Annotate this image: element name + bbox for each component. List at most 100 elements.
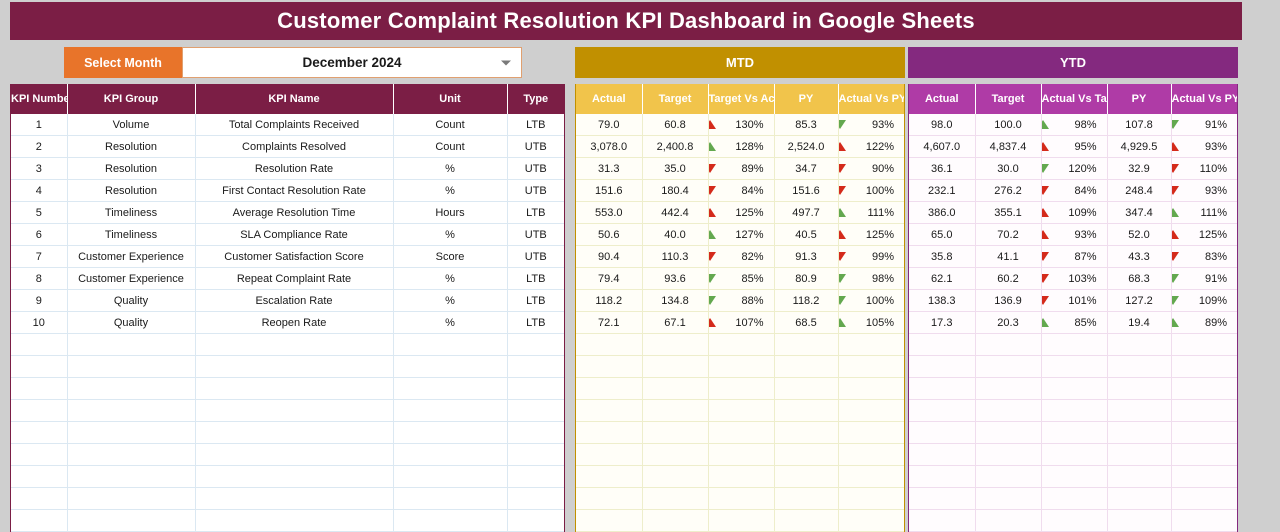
kpi-name-cell[interactable]: First Contact Resolution Rate: [195, 179, 394, 202]
empty-cell[interactable]: [1171, 509, 1237, 532]
table-row[interactable]: 7 Customer Experience Customer Satisfactio…: [11, 245, 564, 268]
empty-table-row[interactable]: [576, 509, 904, 532]
empty-cell[interactable]: [838, 399, 904, 422]
mtd-actual-vs-py-cell[interactable]: 99%: [838, 245, 904, 268]
ytd-py-cell[interactable]: 347.4: [1107, 201, 1172, 224]
kpi-name-cell[interactable]: Escalation Rate: [195, 289, 394, 312]
empty-table-row[interactable]: [11, 377, 564, 400]
empty-cell[interactable]: [708, 443, 775, 466]
table-row[interactable]: 79.0 60.8 130% 85.3 93%: [576, 114, 904, 136]
empty-cell[interactable]: [67, 333, 196, 356]
mtd-actual-cell[interactable]: 3,078.0: [576, 135, 643, 158]
empty-cell[interactable]: [11, 377, 68, 400]
kpi-col-unit[interactable]: Unit: [393, 84, 508, 114]
mtd-actual-vs-py-cell[interactable]: 93%: [838, 114, 904, 136]
table-row[interactable]: 65.0 70.2 93% 52.0 125%: [909, 223, 1237, 246]
ytd-col-actual-vs-target[interactable]: Actual Vs Target: [1041, 84, 1108, 114]
empty-cell[interactable]: [507, 509, 564, 532]
empty-cell[interactable]: [576, 355, 643, 378]
table-row[interactable]: 1 Volume Total Complaints Received Count LTB: [11, 114, 564, 136]
kpi-unit-cell[interactable]: %: [393, 223, 508, 246]
table-row[interactable]: 9 Quality Escalation Rate% LTB: [11, 289, 564, 312]
kpi-type-cell[interactable]: UTB: [507, 245, 564, 268]
ytd-col-actual[interactable]: Actual: [909, 84, 976, 114]
kpi-type-cell[interactable]: LTB: [507, 289, 564, 312]
empty-cell[interactable]: [1041, 333, 1108, 356]
empty-cell[interactable]: [642, 421, 709, 444]
ytd-actual-cell[interactable]: 36.1: [909, 157, 976, 180]
ytd-actual-cell[interactable]: 62.1: [909, 267, 976, 290]
empty-cell[interactable]: [975, 333, 1042, 356]
empty-cell[interactable]: [909, 377, 976, 400]
empty-cell[interactable]: [195, 377, 394, 400]
empty-cell[interactable]: [838, 333, 904, 356]
empty-cell[interactable]: [393, 443, 508, 466]
ytd-py-cell[interactable]: 68.3: [1107, 267, 1172, 290]
empty-cell[interactable]: [909, 333, 976, 356]
table-row[interactable]: 50.6 40.0 127% 40.5 125%: [576, 223, 904, 246]
empty-cell[interactable]: [838, 487, 904, 510]
empty-cell[interactable]: [195, 399, 394, 422]
empty-cell[interactable]: [195, 487, 394, 510]
empty-cell[interactable]: [1041, 421, 1108, 444]
empty-cell[interactable]: [67, 487, 196, 510]
table-row[interactable]: 8 Customer Experience Repeat Complaint Rat…: [11, 267, 564, 290]
empty-cell[interactable]: [576, 421, 643, 444]
kpi-col-kpi-number[interactable]: KPI Number: [11, 84, 68, 114]
mtd-target-cell[interactable]: 134.8: [642, 289, 709, 312]
mtd-target-cell[interactable]: 35.0: [642, 157, 709, 180]
empty-cell[interactable]: [1107, 399, 1172, 422]
ytd-actual-vs-target-cell[interactable]: 87%: [1041, 245, 1108, 268]
empty-cell[interactable]: [975, 487, 1042, 510]
mtd-target-vs-actual-cell[interactable]: 127%: [708, 223, 775, 246]
mtd-target-vs-actual-cell[interactable]: 82%: [708, 245, 775, 268]
empty-table-row[interactable]: [909, 487, 1237, 510]
empty-table-row[interactable]: [909, 355, 1237, 378]
empty-cell[interactable]: [1107, 487, 1172, 510]
empty-cell[interactable]: [67, 421, 196, 444]
kpi-number-cell[interactable]: 4: [11, 179, 68, 202]
mtd-actual-cell[interactable]: 118.2: [576, 289, 643, 312]
ytd-actual-cell[interactable]: 232.1: [909, 179, 976, 202]
empty-cell[interactable]: [1171, 355, 1237, 378]
ytd-py-cell[interactable]: 32.9: [1107, 157, 1172, 180]
empty-cell[interactable]: [1107, 333, 1172, 356]
empty-cell[interactable]: [975, 421, 1042, 444]
empty-cell[interactable]: [642, 355, 709, 378]
mtd-col-target-vs-actual[interactable]: Target Vs Actual: [708, 84, 775, 114]
kpi-group-cell[interactable]: Customer Experience: [67, 245, 196, 268]
empty-cell[interactable]: [393, 509, 508, 532]
mtd-target-cell[interactable]: 40.0: [642, 223, 709, 246]
empty-cell[interactable]: [909, 465, 976, 488]
table-row[interactable]: 6 Timeliness SLA Compliance Rate% UTB: [11, 223, 564, 246]
mtd-actual-cell[interactable]: 90.4: [576, 245, 643, 268]
empty-cell[interactable]: [774, 443, 839, 466]
ytd-col-actual-vs-py[interactable]: Actual Vs PY: [1171, 84, 1237, 114]
empty-cell[interactable]: [838, 509, 904, 532]
kpi-unit-cell[interactable]: %: [393, 179, 508, 202]
empty-cell[interactable]: [1041, 443, 1108, 466]
empty-cell[interactable]: [774, 509, 839, 532]
empty-cell[interactable]: [642, 509, 709, 532]
empty-cell[interactable]: [67, 399, 196, 422]
kpi-number-cell[interactable]: 8: [11, 267, 68, 290]
ytd-actual-vs-target-cell[interactable]: 103%: [1041, 267, 1108, 290]
empty-cell[interactable]: [774, 333, 839, 356]
mtd-actual-vs-py-cell[interactable]: 100%: [838, 289, 904, 312]
empty-cell[interactable]: [576, 333, 643, 356]
mtd-actual-vs-py-cell[interactable]: 90%: [838, 157, 904, 180]
kpi-group-cell[interactable]: Timeliness: [67, 223, 196, 246]
empty-cell[interactable]: [838, 443, 904, 466]
empty-cell[interactable]: [576, 377, 643, 400]
ytd-py-cell[interactable]: 4,929.5: [1107, 135, 1172, 158]
ytd-actual-vs-target-cell[interactable]: 109%: [1041, 201, 1108, 224]
table-row[interactable]: 62.1 60.2 103% 68.3 91%: [909, 267, 1237, 290]
mtd-target-vs-actual-cell[interactable]: 84%: [708, 179, 775, 202]
empty-cell[interactable]: [195, 465, 394, 488]
table-row[interactable]: 151.6 180.4 84% 151.6 100%: [576, 179, 904, 202]
table-row[interactable]: 17.3 20.3 85% 19.4 89%: [909, 311, 1237, 334]
kpi-number-cell[interactable]: 7: [11, 245, 68, 268]
empty-cell[interactable]: [67, 355, 196, 378]
empty-cell[interactable]: [909, 443, 976, 466]
empty-cell[interactable]: [393, 399, 508, 422]
